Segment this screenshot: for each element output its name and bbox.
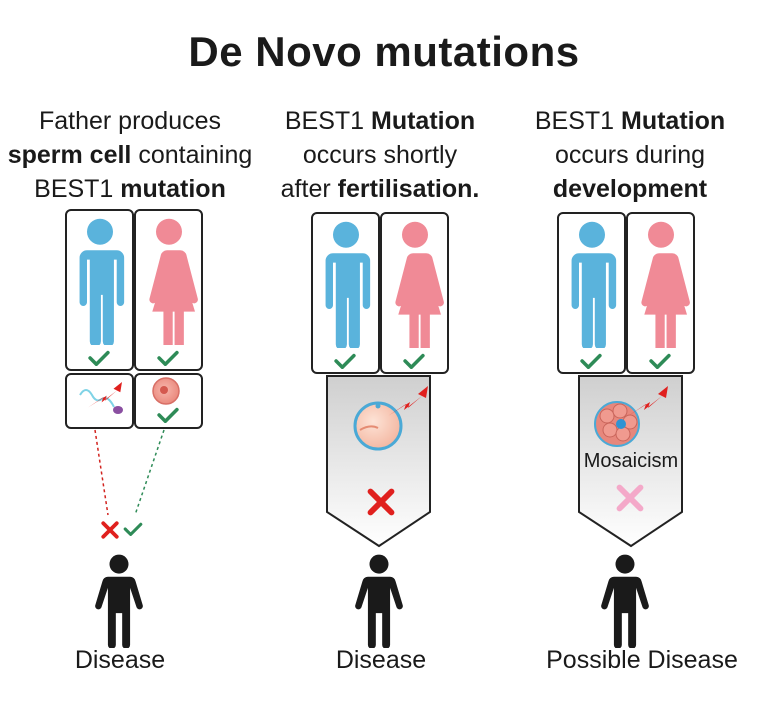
- page-title: De Novo mutations: [188, 28, 580, 75]
- mosaicism-label: Mosaicism: [583, 450, 679, 472]
- column-3-parents: [557, 212, 695, 374]
- child-icon: [95, 554, 143, 648]
- column-1-parents: [65, 209, 203, 371]
- column-1-inheritance-lines: [94, 429, 165, 539]
- child-icon: [601, 554, 649, 648]
- caption-text: containing: [131, 141, 253, 169]
- caption-column-3: BEST1 Mutation occurs during development: [500, 104, 760, 206]
- cross-icon: [101, 521, 119, 539]
- caption-text: mutation: [120, 175, 226, 203]
- caption-text: Father produces: [38, 107, 222, 135]
- caption-column-2: BEST1 Mutation occurs shortly after fertil…: [250, 104, 510, 206]
- egg-cell-icon: [152, 377, 180, 405]
- caption-text: after: [280, 175, 338, 203]
- check-icon: [123, 522, 143, 536]
- caption-text: fertilisation.: [337, 175, 480, 203]
- outcome-column-2: Disease: [335, 646, 427, 674]
- child-icon: [355, 554, 403, 648]
- outcome-column-1: Disease: [74, 646, 166, 674]
- column-1-gametes: [65, 373, 203, 429]
- zygote-icon: [353, 401, 403, 451]
- caption-text: BEST1: [534, 107, 621, 135]
- column-3-panel: [578, 375, 683, 548]
- caption-text: BEST1: [284, 107, 371, 135]
- caption-text: sperm cell: [7, 141, 132, 169]
- caption-text: BEST1: [34, 175, 121, 203]
- caption-text: occurs shortly: [302, 141, 458, 169]
- caption-text: Mutation: [621, 107, 726, 135]
- caption-text: Mutation: [371, 107, 476, 135]
- column-2-parents: [311, 212, 449, 374]
- caption-text: development: [552, 175, 708, 203]
- sperm-icon: [79, 389, 123, 414]
- column-2-panel: [326, 375, 431, 548]
- caption-text: occurs during: [554, 141, 706, 169]
- embryo-cluster-icon: [594, 401, 640, 447]
- outcome-column-3: Possible Disease: [546, 646, 738, 674]
- caption-column-1: Father produces sperm cell containing BEST…: [0, 104, 260, 206]
